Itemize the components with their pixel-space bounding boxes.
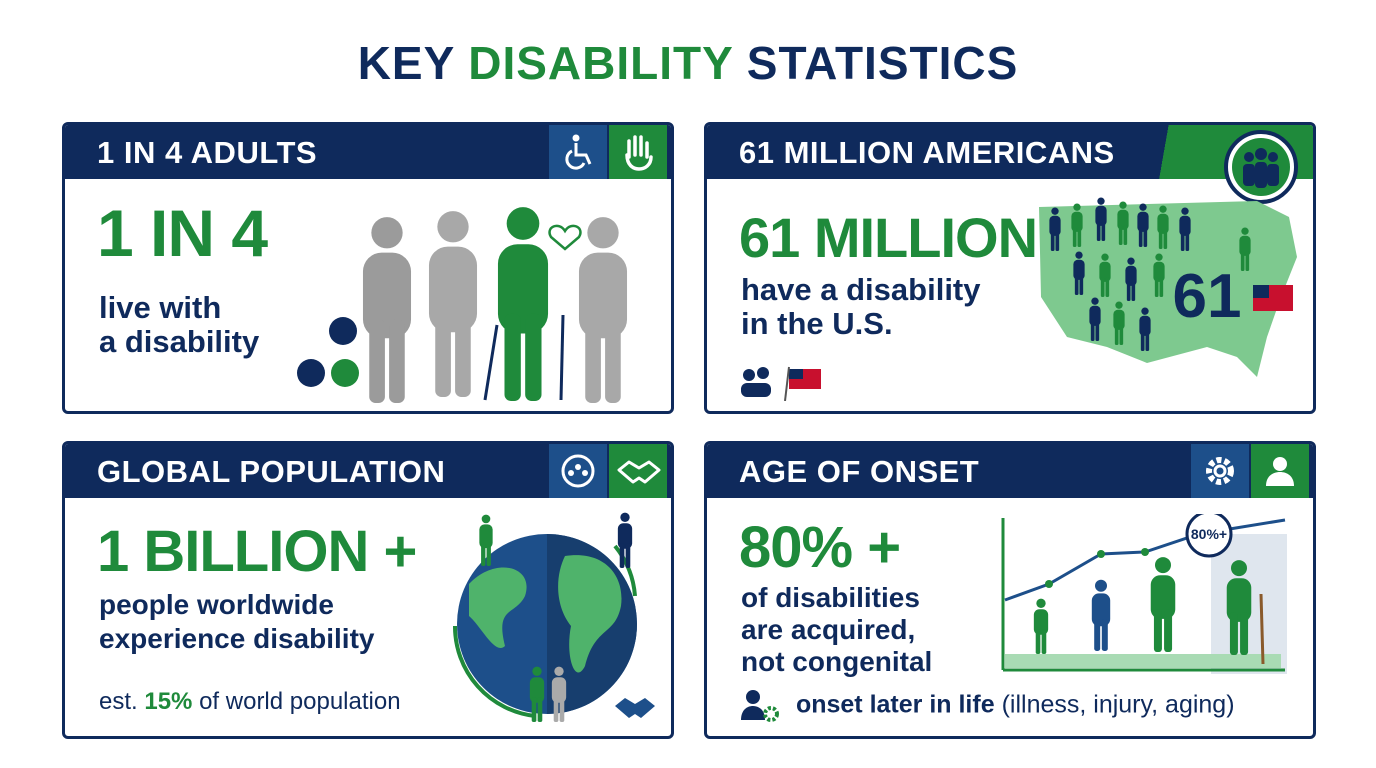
card-header-text: AGE OF ONSET xyxy=(739,454,980,489)
stat-card: GLOBAL POPULATION 1 BILLION + people wor… xyxy=(62,441,674,739)
stat-description: live with a disability xyxy=(99,291,259,359)
stat-card: 1 IN 4 ADULTS 1 IN 4 live with a disabil… xyxy=(62,122,674,414)
stat-value: 1 IN 4 xyxy=(97,196,268,270)
stat-value: 1 BILLION + xyxy=(97,519,417,584)
description-line: of disabilities xyxy=(741,582,920,613)
card-header: AGE OF ONSET xyxy=(707,444,1313,498)
footer-icons xyxy=(741,366,821,401)
badge-icon xyxy=(297,359,325,387)
footnote-text: est. xyxy=(99,688,138,715)
footer-bold: onset later in life xyxy=(795,690,995,719)
onset-illustration: 80%+ xyxy=(1001,514,1287,674)
arrow-arc xyxy=(452,625,536,718)
wheelchair-icon xyxy=(549,125,607,179)
title-part: KEY xyxy=(357,37,455,89)
badge-circle xyxy=(1185,514,1233,558)
description-line: live with xyxy=(99,290,222,325)
person-figure xyxy=(578,217,628,403)
card-header: 1 IN 4 ADULTS xyxy=(65,125,671,179)
description-line: are acquired, xyxy=(741,614,916,645)
person-gear-icon xyxy=(741,690,779,722)
description-line: in the U.S. xyxy=(741,306,893,341)
us-flag-canton xyxy=(1253,285,1269,298)
footer-text: (illness, injury, aging) xyxy=(1001,690,1235,719)
hand-icon xyxy=(609,125,667,179)
heart-icon xyxy=(548,224,582,251)
page-title: KEY DISABILITY STATISTICS xyxy=(0,36,1376,90)
title-part: STATISTICS xyxy=(746,37,1019,89)
stat-card: 61 MILLION AMERICANS 61 MILLION have a d… xyxy=(704,122,1316,414)
stat-value: 61 MILLION xyxy=(739,206,1038,269)
trend-dots xyxy=(1045,530,1203,588)
stat-description: of disabilities are acquired, not congen… xyxy=(741,582,932,678)
card-header-text: 1 IN 4 ADULTS xyxy=(97,135,318,170)
person-figure xyxy=(1091,579,1111,651)
us-map-illustration: 61 xyxy=(1039,197,1297,377)
person-figure xyxy=(497,207,549,401)
description-line: a disability xyxy=(99,324,260,359)
title-part: DISABILITY xyxy=(468,37,733,89)
badge-icon xyxy=(329,317,357,345)
person-figure xyxy=(428,211,478,397)
description-line: experience disability xyxy=(99,623,375,654)
card-header: 61 MILLION AMERICANS xyxy=(707,125,1313,204)
map-label: 61 xyxy=(1173,262,1242,331)
handshake-icon xyxy=(615,698,655,718)
footnote: est. 15% of world population xyxy=(99,688,401,716)
user-icon xyxy=(1251,444,1309,498)
card-header-text: 61 MILLION AMERICANS xyxy=(739,135,1115,170)
stat-card: AGE OF ONSET 80% + of disabilities are a… xyxy=(704,441,1316,739)
globe-illustration xyxy=(452,512,655,722)
cane xyxy=(1259,593,1265,665)
description-line: people worldwide xyxy=(99,589,334,620)
person-figure xyxy=(1150,557,1176,652)
people-illustration xyxy=(297,207,628,403)
badge-label: 80%+ xyxy=(1191,526,1227,542)
ground-band xyxy=(1005,654,1281,668)
handshake-icon xyxy=(609,444,667,498)
continent xyxy=(558,555,622,673)
gear-icon xyxy=(1191,444,1249,498)
group-icon xyxy=(1224,130,1298,204)
footnote-text: of world population xyxy=(199,688,401,715)
stat-value: 80% + xyxy=(739,515,901,580)
card-header-text: GLOBAL POPULATION xyxy=(97,454,446,489)
description-line: not congenital xyxy=(741,646,933,677)
continent xyxy=(469,567,527,649)
globe-people-icon xyxy=(549,444,607,498)
person-figure xyxy=(1033,598,1049,654)
stat-description: have a disability in the U.S. xyxy=(741,273,981,341)
footnote-value: 15% xyxy=(144,688,193,715)
card-header: GLOBAL POPULATION xyxy=(65,444,671,498)
arrow-arc xyxy=(613,544,637,597)
footer-note: onset later in life (illness, injury, ag… xyxy=(739,688,1235,724)
cane xyxy=(483,324,499,401)
description-line: have a disability xyxy=(741,272,981,307)
cane xyxy=(559,314,565,401)
map-shape xyxy=(1039,201,1297,377)
person-figure xyxy=(362,217,412,403)
stat-description: people worldwide experience disability xyxy=(99,588,374,656)
badge-icon xyxy=(331,359,359,387)
